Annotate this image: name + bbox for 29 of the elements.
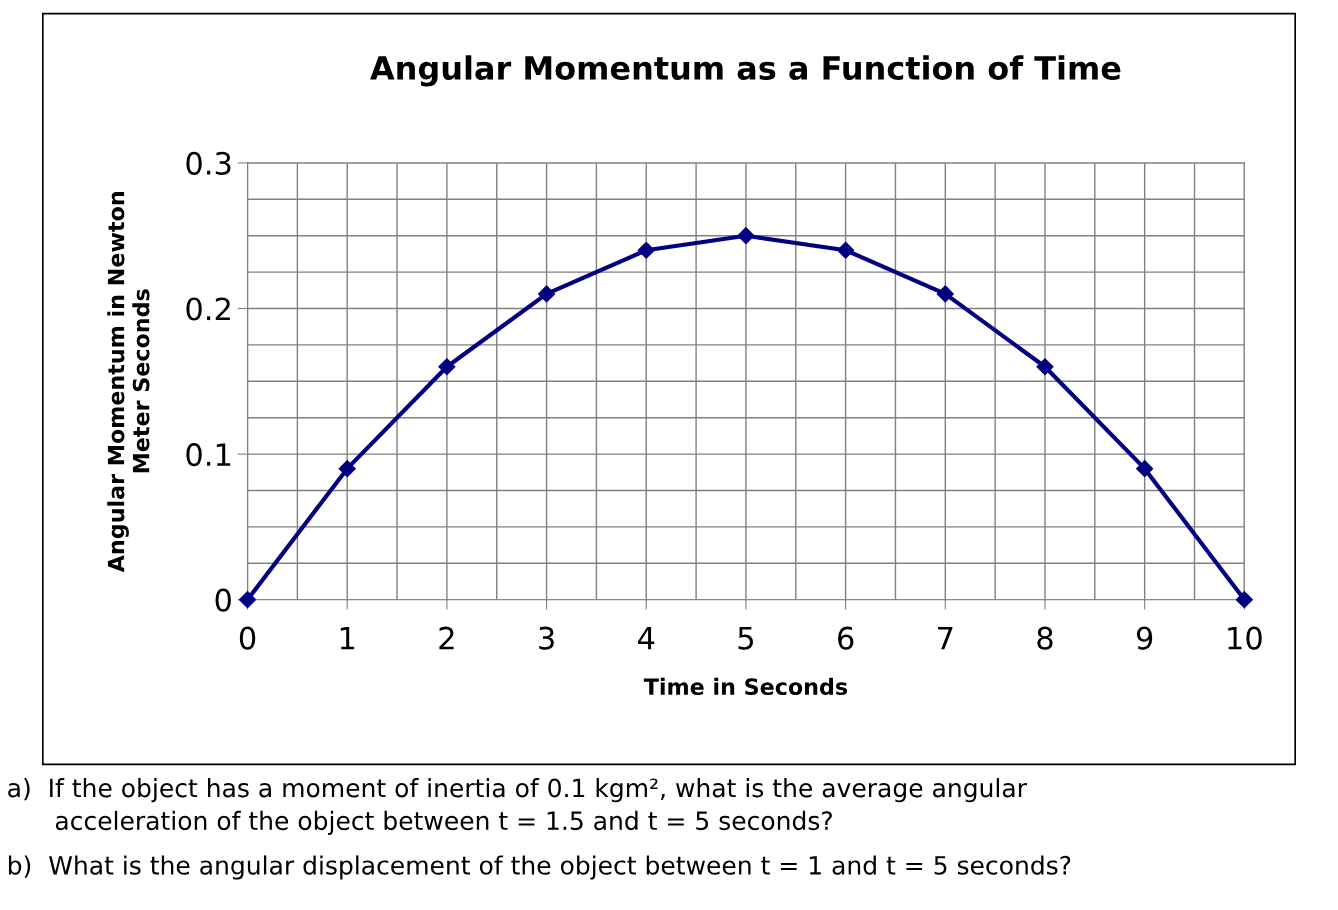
x-tick-label: 9	[1136, 626, 1153, 650]
y-tick-label: 0	[215, 588, 231, 612]
y-axis-title: Angular Momentum in Newton Meter Seconds	[107, 192, 150, 573]
x-tick-label: 8	[1037, 626, 1053, 650]
point	[936, 285, 954, 303]
text: b) What is the angular displacement of the object between t = 1 and t = 5 seconds?	[8, 855, 1071, 880]
point	[1136, 460, 1154, 478]
point	[338, 460, 356, 478]
point	[737, 227, 755, 245]
text: a) If the object has a moment of inertia of 0.1 kgm², what is the average angular acceleration of the object between t = 1.5 and t = 5 seconds?	[8, 778, 1027, 835]
chart-title: Angular Momentum as a Function of Time	[370, 55, 1121, 87]
x-tick-label: 10	[1228, 626, 1262, 650]
point	[1036, 358, 1054, 376]
x-tick-label: 6	[838, 626, 854, 650]
point	[837, 241, 855, 259]
y-tick-label: 0.2	[186, 297, 230, 321]
x-axis-title: Time in Seconds	[643, 677, 848, 696]
x-tick-label: 7	[938, 627, 953, 650]
point	[637, 241, 655, 259]
y-tick-label: 0.1	[186, 443, 231, 467]
point	[538, 285, 556, 303]
x-tick-label: 0	[239, 626, 256, 650]
x-tick-label: 1	[340, 627, 355, 650]
point	[438, 358, 456, 376]
x-tick-label: 5	[738, 627, 753, 650]
x-tick-label: 2	[439, 626, 454, 650]
x-tick-label: 3	[539, 626, 554, 650]
x-tick-label: 4	[638, 627, 655, 650]
y-tick-label: 0.3	[186, 151, 231, 175]
